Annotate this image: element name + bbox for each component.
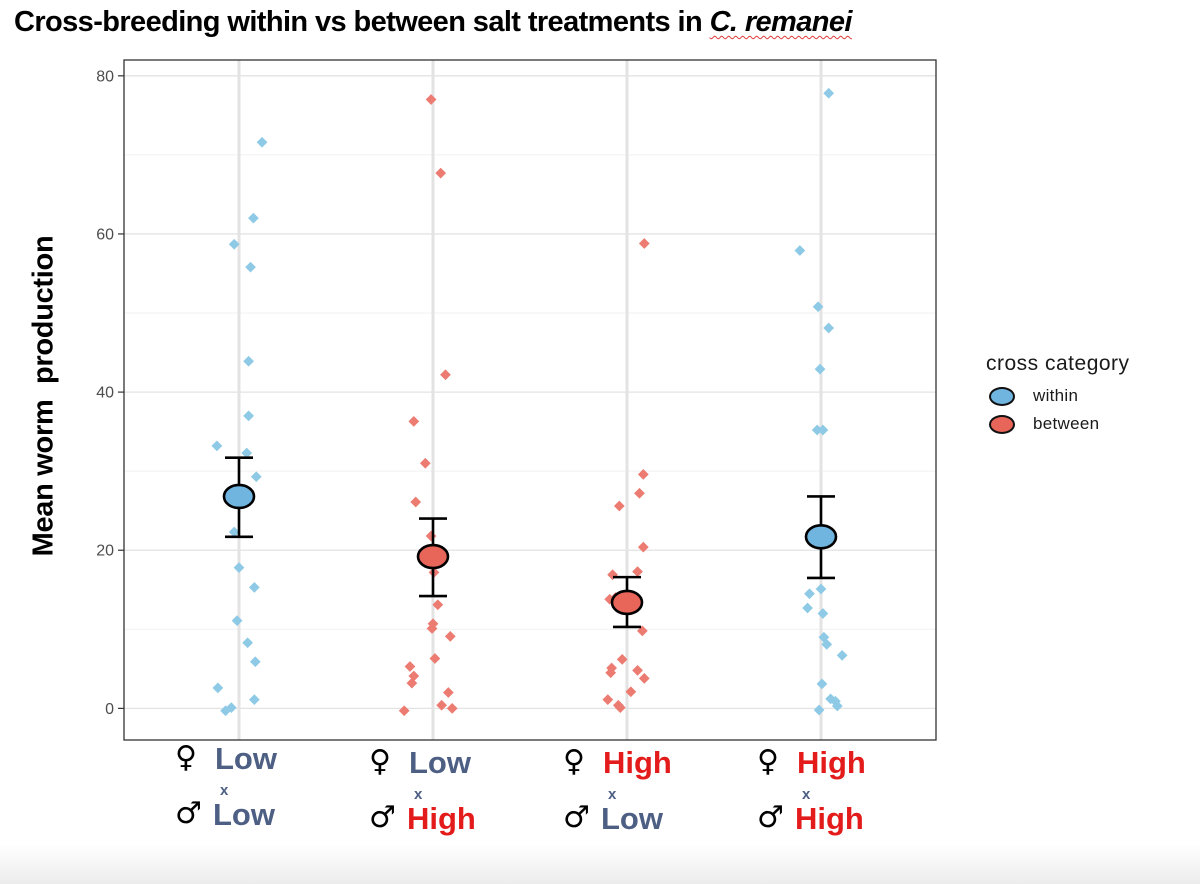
data-point [245,261,256,273]
data-point [637,541,649,553]
female-treatment-label: High [797,745,866,780]
female-symbol: ♀ [757,744,779,779]
data-point [241,447,253,459]
data-point [442,687,454,698]
data-point [248,582,260,593]
data-point [802,602,813,614]
data-point [426,623,438,634]
data-point [435,167,447,179]
cross-symbol: x [220,782,229,799]
legend-label-within: within [1033,386,1079,405]
female-symbol: ♀ [369,744,391,779]
data-point [817,424,829,436]
data-point [256,136,268,148]
data-point [250,471,262,483]
data-point [605,667,617,679]
plot-panel [124,60,936,740]
data-point [211,440,223,452]
male-symbol: ♂ [563,800,590,835]
cross-symbol: x [414,786,423,803]
data-point [836,650,848,661]
data-point [632,665,643,676]
mean-point [416,543,450,570]
cross-symbol: x [802,786,811,803]
male-symbol: ♂ [757,800,784,835]
female-treatment-label: Low [409,745,471,780]
chart-title-text: Cross-breeding within vs between salt tr… [14,6,710,38]
y-tick-label: 60 [96,226,114,243]
data-point [804,588,815,600]
y-tick-label: 0 [105,701,114,718]
data-point [440,369,451,381]
chart-title-species: C. remanei [709,6,853,38]
mean-point [610,589,644,616]
legend: cross category within between [986,352,1130,438]
y-tick-label: 40 [96,385,114,402]
data-point [638,672,650,684]
data-point [817,608,829,619]
data-point [228,238,240,250]
female-symbol: ♀ [175,740,197,775]
data-point [228,526,240,538]
slide-footer [0,844,1200,884]
mean-point [804,523,838,550]
male-treatment-label: Low [601,801,663,836]
data-point [811,424,823,436]
plot-border [123,59,937,741]
data-point [242,637,254,649]
legend-item-between: between [986,410,1130,438]
y-tick-label: 80 [96,68,114,85]
data-point [613,500,625,512]
data-point [638,238,650,249]
male-symbol: ♂ [175,796,202,831]
data-point [812,301,824,313]
data-point [821,638,833,650]
data-point [815,583,827,595]
data-point [625,686,637,698]
data-point [248,212,259,224]
y-tick-label: 20 [96,543,114,560]
legend-label-between: between [1033,414,1100,433]
data-point [243,410,254,422]
mean-point [222,483,256,510]
female-treatment-label: Low [215,741,277,776]
female-treatment-label: High [603,745,672,780]
data-point [813,704,825,716]
data-point [816,678,828,690]
male-treatment-label: High [795,801,864,836]
legend-title: cross category [986,352,1130,375]
chart-title: Cross-breeding within vs between salt tr… [14,6,852,39]
data-point [616,653,628,665]
data-point [243,355,254,367]
data-point [831,700,843,712]
data-point [249,656,261,668]
data-point [814,363,826,375]
data-point [212,682,224,694]
y-axis-label: Mean worm production [27,235,60,557]
legend-key-within [989,386,1015,406]
legend-item-within: within [986,382,1130,410]
legend-key-between [989,414,1015,434]
cross-symbol: x [608,786,617,803]
data-point [602,694,614,706]
data-point [429,653,441,664]
data-point [794,245,806,256]
data-point [220,705,231,717]
female-symbol: ♀ [563,744,585,779]
male-treatment-label: Low [213,797,275,832]
data-point [632,566,643,577]
male-symbol: ♂ [369,800,396,835]
data-point [823,322,835,334]
data-point [410,496,422,508]
data-point [419,457,431,469]
male-treatment-label: High [407,801,476,836]
data-point [408,415,420,427]
